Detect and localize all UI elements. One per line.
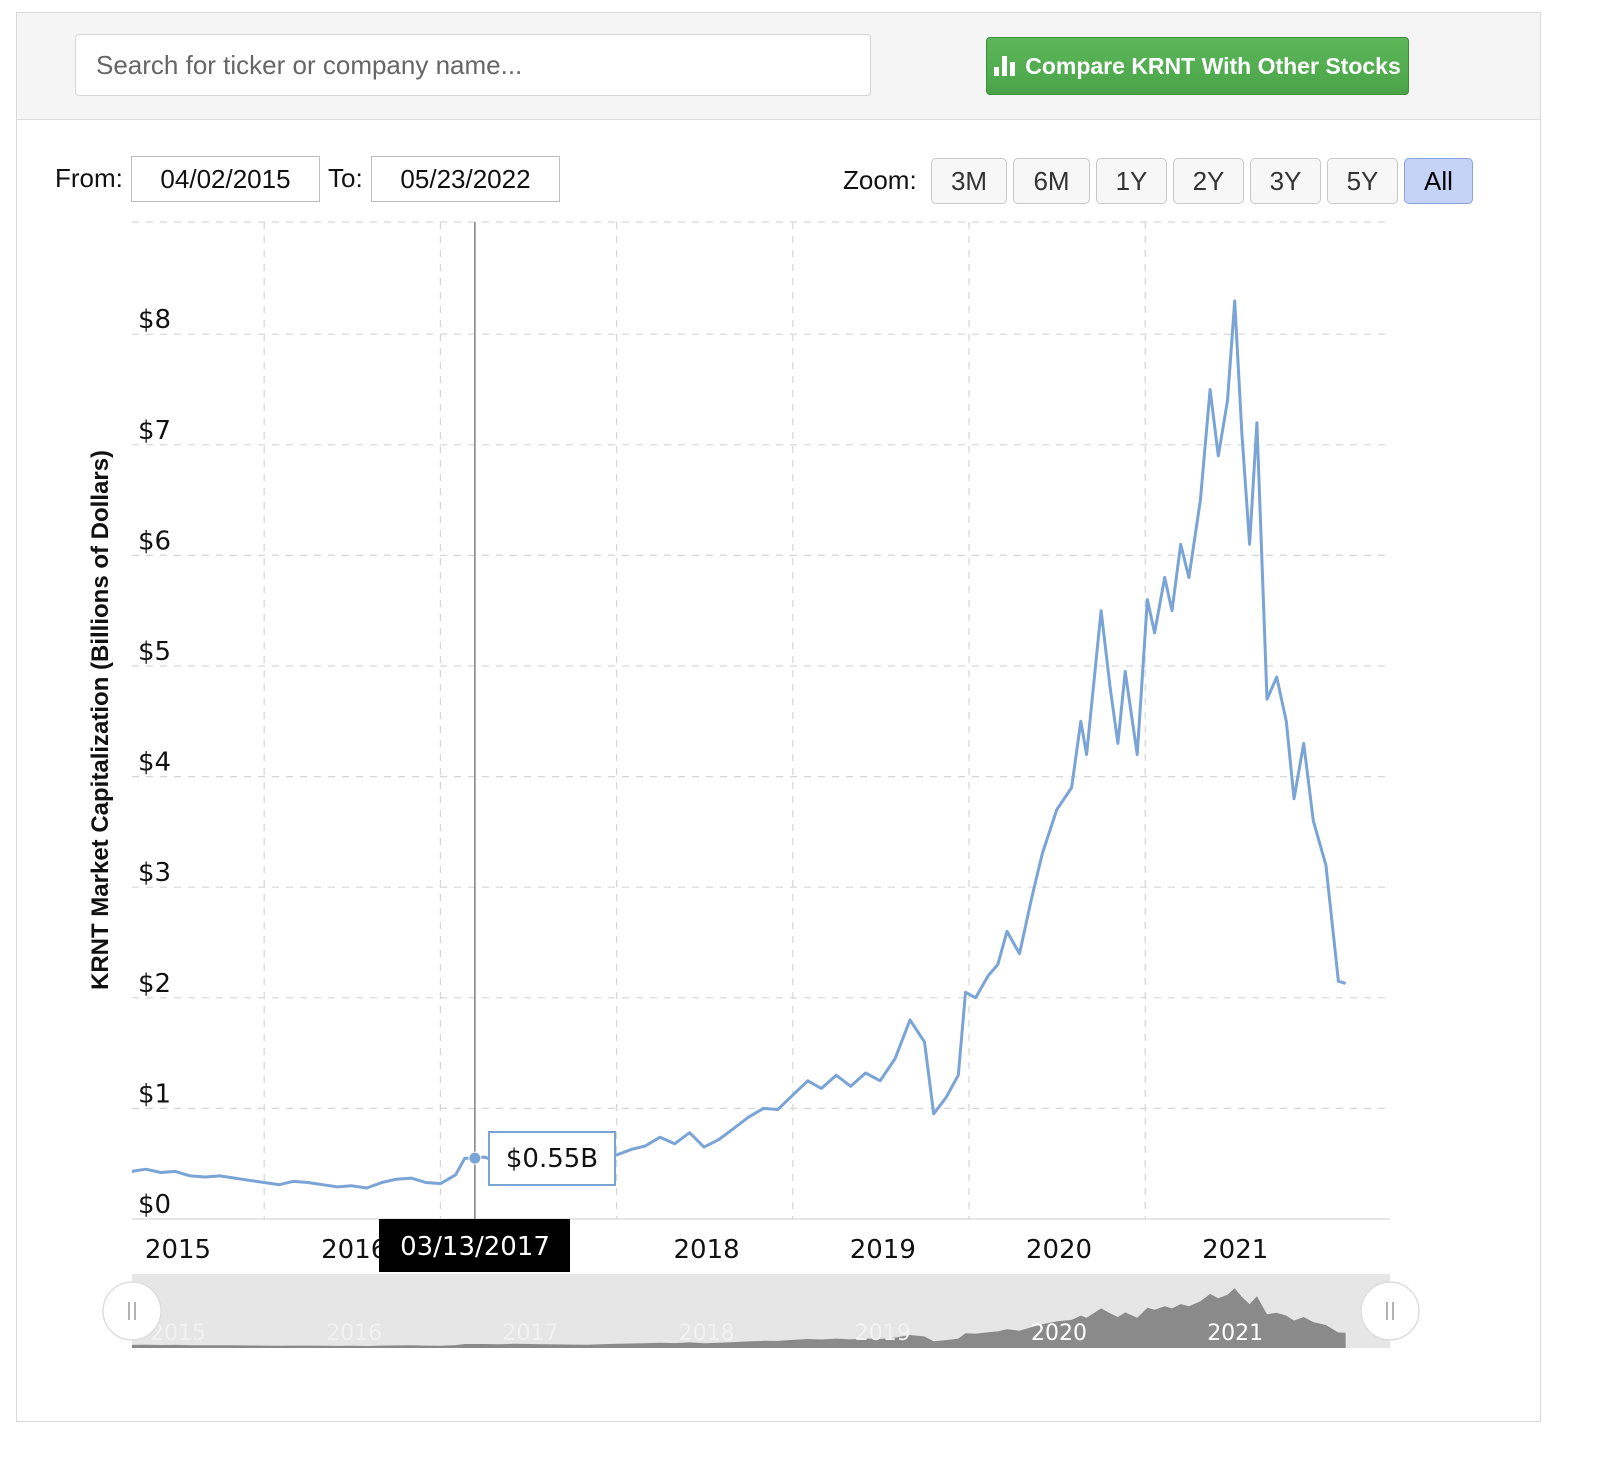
- y-tick-label: $1: [138, 1079, 171, 1109]
- x-tick-label: 2015: [145, 1235, 211, 1265]
- search-input[interactable]: [75, 34, 871, 96]
- zoom-6m-button[interactable]: 6M: [1013, 158, 1090, 204]
- toolbar: Compare KRNT With Other Stocks: [17, 13, 1540, 120]
- y-tick-label: $3: [138, 858, 171, 888]
- to-label: To:: [328, 163, 363, 193]
- tooltip-value: $0.55B: [506, 1144, 598, 1174]
- zoom-5y-button[interactable]: 5Y: [1327, 158, 1398, 204]
- zoom-3m-button[interactable]: 3M: [931, 158, 1007, 204]
- navigator-tick-label: 2020: [1031, 1321, 1087, 1346]
- x-tick-label: 2019: [850, 1235, 916, 1265]
- zoom-2y-button[interactable]: 2Y: [1173, 158, 1244, 204]
- zoom-3y-button[interactable]: 3Y: [1250, 158, 1321, 204]
- y-tick-label: $8: [138, 305, 171, 335]
- from-date-input[interactable]: 04/02/2015: [131, 156, 320, 202]
- navigator-tick-label: 2019: [855, 1321, 911, 1346]
- zoom-all-button[interactable]: All: [1404, 158, 1473, 204]
- compare-stocks-button[interactable]: Compare KRNT With Other Stocks: [986, 37, 1409, 95]
- x-tick-label: 2016: [321, 1235, 387, 1265]
- zoom-label: Zoom:: [843, 165, 917, 195]
- handle-circle[interactable]: [1360, 1281, 1420, 1341]
- date-flag-label: 03/13/2017: [400, 1232, 550, 1262]
- compare-button-label: Compare KRNT With Other Stocks: [1025, 52, 1401, 79]
- tooltip-box: [488, 1131, 616, 1186]
- date-flag: [379, 1219, 570, 1272]
- x-tick-label: 2021: [1202, 1235, 1268, 1265]
- y-tick-label: $7: [138, 416, 171, 446]
- zoom-1y-button[interactable]: 1Y: [1096, 158, 1167, 204]
- navigator-tick-label: 2018: [679, 1321, 735, 1346]
- bar-chart-icon: [994, 56, 1016, 76]
- navigator-tick-label: 2015: [150, 1321, 206, 1346]
- y-tick-label: $0: [138, 1190, 171, 1220]
- handle-circle[interactable]: [102, 1281, 162, 1341]
- y-axis-title: KRNT Market Capitalization (Billions of …: [87, 450, 114, 990]
- x-tick-label: 2020: [1026, 1235, 1092, 1265]
- series-line: [131, 299, 1347, 1190]
- from-label: From:: [55, 163, 123, 193]
- navigator-right-handle[interactable]: [1360, 1281, 1420, 1341]
- navigator-tick-label: 2016: [326, 1321, 382, 1346]
- navigator-left-handle[interactable]: [102, 1281, 162, 1341]
- navigator-tick-label: 2021: [1207, 1321, 1263, 1346]
- y-tick-label: $6: [138, 526, 171, 556]
- y-tick-label: $2: [138, 969, 171, 999]
- navigator-area: [131, 1288, 1346, 1348]
- x-tick-label: 2018: [674, 1235, 740, 1265]
- navigator-tick-label: 2017: [502, 1321, 558, 1346]
- y-tick-label: $5: [138, 637, 171, 667]
- y-tick-label: $4: [138, 748, 171, 778]
- hover-marker: [468, 1151, 482, 1165]
- to-date-input[interactable]: 05/23/2022: [371, 156, 560, 202]
